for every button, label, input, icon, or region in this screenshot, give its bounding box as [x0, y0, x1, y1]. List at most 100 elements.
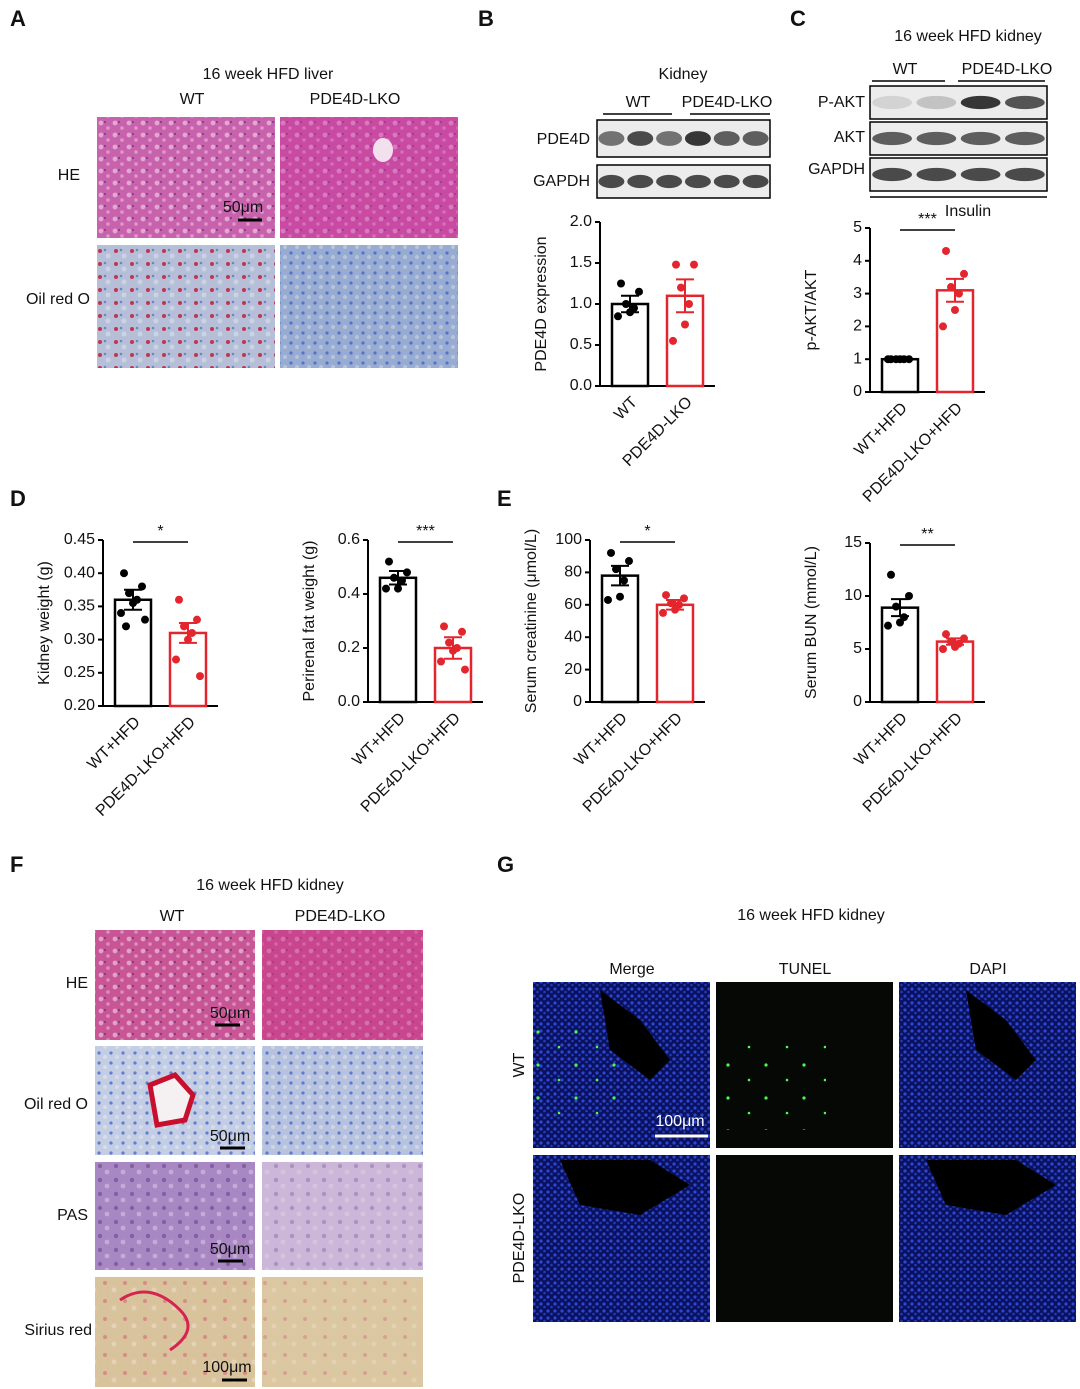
data-point: [449, 646, 457, 655]
blot-band: [713, 131, 740, 146]
data-point: [622, 300, 630, 308]
y-tick-label: 0.35: [64, 598, 95, 615]
y-axis-label: Kidney weight (g): [36, 561, 53, 685]
data-point: [896, 618, 904, 627]
bar: [168, 631, 208, 708]
data-point: [125, 589, 133, 598]
data-point: [680, 594, 688, 603]
data-point: [677, 283, 685, 292]
column-label: DAPI: [969, 961, 1006, 978]
data-point: [635, 287, 643, 296]
blot-band: [1004, 167, 1045, 182]
data-point: [394, 584, 402, 593]
blot-band: [742, 174, 769, 189]
significance-label: *: [157, 523, 163, 540]
data-point: [669, 336, 677, 345]
data-point: [887, 570, 895, 579]
scale-bar-label: 50μm: [210, 1241, 250, 1258]
data-point: [884, 621, 892, 630]
data-point: [138, 582, 146, 591]
panel-label: D: [10, 486, 26, 511]
blot-band: [960, 131, 1001, 146]
blot-band: [598, 174, 625, 189]
data-point: [947, 283, 955, 292]
row-label: PAS: [57, 1207, 88, 1224]
panel-title: 16 week HFD liver: [203, 66, 334, 83]
y-axis-label: p-AKT/AKT: [803, 269, 820, 350]
scale-bar-label: 50μm: [210, 1005, 250, 1022]
y-tick-label: 20: [564, 661, 582, 678]
y-tick-label: 0.5: [570, 336, 592, 353]
data-point: [458, 627, 466, 636]
y-axis-label: Serum BUN (mmol/L): [803, 546, 820, 699]
y-tick-label: 0.25: [64, 664, 95, 681]
blot-band: [598, 131, 625, 146]
y-tick-label: 0: [573, 693, 582, 710]
data-point: [440, 622, 448, 631]
row-label: HE: [58, 167, 80, 184]
panel-title: 16 week HFD kidney: [737, 907, 885, 924]
y-tick-label: 0.0: [338, 693, 360, 710]
error-bar: [676, 278, 694, 314]
data-point: [196, 672, 204, 681]
panel-label: G: [497, 852, 514, 877]
data-point: [398, 576, 406, 585]
data-point: [129, 599, 137, 608]
row-label: Sirius red: [24, 1322, 92, 1339]
y-tick-label: 1.0: [570, 295, 592, 312]
y-tick-label: 15: [844, 534, 862, 551]
row-label: WT: [511, 1052, 528, 1077]
y-tick-label: 0.40: [64, 564, 95, 581]
data-point: [667, 599, 675, 608]
data-point: [884, 355, 892, 364]
blot-band: [1004, 95, 1045, 110]
panel-label: B: [478, 6, 494, 31]
data-point: [141, 615, 149, 624]
data-point: [403, 568, 411, 577]
data-point: [625, 557, 633, 566]
column-label: TUNEL: [779, 961, 832, 978]
blot-band: [916, 95, 957, 110]
data-point: [612, 565, 620, 574]
panel-label: E: [497, 486, 512, 511]
blot-band: [916, 131, 957, 146]
y-tick-label: 60: [564, 596, 582, 613]
x-tick-label: PDE4D-LKO+HFD: [93, 714, 199, 820]
scale-bar-label: 100μm: [202, 1359, 251, 1376]
data-point: [939, 322, 947, 331]
blot-band: [627, 131, 654, 146]
y-tick-label: 3: [853, 285, 862, 302]
blot-label: PDE4D: [537, 131, 590, 148]
y-tick-label: 0.20: [64, 697, 95, 714]
blot-band: [960, 167, 1001, 182]
panel-label: F: [10, 852, 23, 877]
blot-band: [684, 174, 711, 189]
blot-band: [656, 131, 683, 146]
column-label: Merge: [609, 961, 654, 978]
y-tick-label: 2.0: [570, 213, 592, 230]
column-label: WT: [180, 91, 205, 108]
bar: [378, 576, 418, 704]
data-point: [390, 573, 398, 582]
panel-label: C: [790, 6, 806, 31]
significance-label: *: [644, 523, 650, 540]
y-tick-label: 4: [853, 252, 862, 269]
data-point: [620, 576, 628, 585]
data-point: [690, 260, 698, 269]
y-tick-label: 10: [844, 587, 862, 604]
data-point: [445, 638, 453, 647]
x-tick-label: PDE4D-LKO+HFD: [860, 710, 966, 816]
data-point: [172, 655, 180, 664]
y-axis-label: PDE4D expression: [533, 236, 550, 371]
bar: [880, 357, 920, 394]
blot-band: [684, 131, 711, 146]
blot-band: [713, 174, 740, 189]
y-tick-label: 80: [564, 564, 582, 581]
blot-band: [1004, 131, 1045, 146]
column-label: WT: [626, 94, 651, 111]
row-label: Oil red O: [24, 1096, 88, 1113]
column-label: PDE4D-LKO: [682, 94, 773, 111]
treatment-label: Insulin: [945, 203, 991, 220]
data-point: [188, 628, 196, 637]
column-label: PDE4D-LKO: [310, 91, 401, 108]
